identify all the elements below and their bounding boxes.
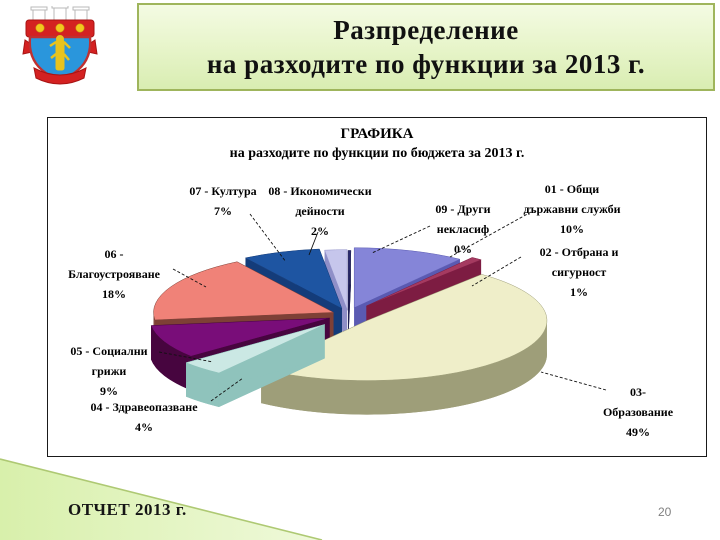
pie-label-06: 06 - Благоустрояване 18% [68, 247, 160, 301]
pie-label-09: 09 - Други некласиф 0% [435, 202, 491, 256]
chart-title: ГРАФИКА [340, 126, 414, 142]
towers-icon [30, 6, 90, 23]
slide-title-box: Разпределение на разходите по функции за… [137, 3, 715, 91]
slide-title-line2: на разходите по функции за 2013 г. [206, 49, 646, 79]
pie-label-01: 01 - Общи държавни служби 10% [523, 182, 621, 236]
chart-subtitle: на разходите по функции по бюджета за 20… [229, 146, 525, 161]
pie-label-08: 08 - Икономически дейности 2% [268, 184, 372, 238]
pie-label-03: 03- Образование 49% [602, 385, 674, 439]
gold-rosettes-icon [35, 23, 85, 33]
footer-wedge [0, 458, 323, 540]
gold-figure-icon [49, 35, 71, 71]
pie-label-05: 05 - Социални грижи 9% [70, 344, 148, 398]
chart-frame: ГРАФИКА на разходите по функции по бюдже… [47, 117, 707, 457]
bottom-ribbon [33, 67, 87, 85]
slide-title-line1: Разпределение [333, 15, 519, 45]
municipality-coat-of-arms [22, 6, 98, 85]
footer-wedge-edge [0, 458, 323, 540]
pie-label-02: 02 - Отбрана и сигурност 1% [539, 245, 619, 299]
report-label: ОТЧЕТ 2013 г. [68, 500, 187, 519]
pie-label-07: 07 - Култура 7% [189, 184, 257, 218]
pie-label-04: 04 - Здравеопазване 4% [90, 400, 198, 434]
page-number: 20 [658, 505, 672, 519]
